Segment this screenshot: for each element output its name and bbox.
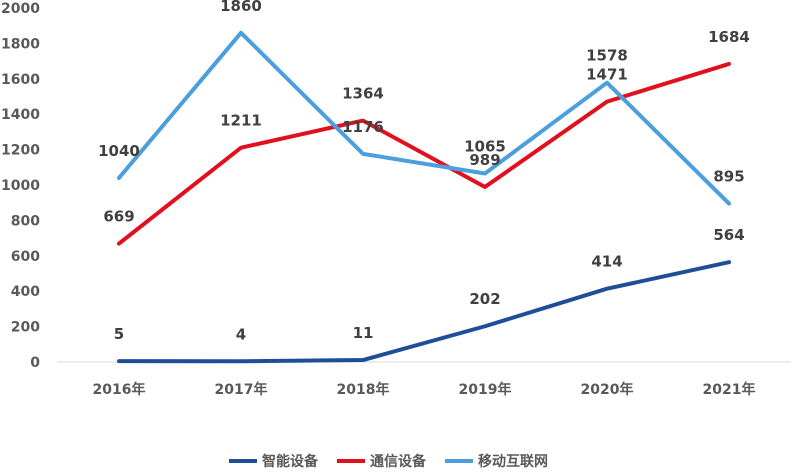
y-tick-label: 1800 <box>1 36 40 52</box>
data-label: 202 <box>469 290 500 308</box>
y-tick-label: 1400 <box>1 107 40 123</box>
data-label: 564 <box>713 226 744 244</box>
data-label: 1684 <box>708 28 750 46</box>
x-tick-label: 2019年 <box>459 381 512 398</box>
data-label: 414 <box>591 253 622 271</box>
x-tick-label: 2018年 <box>337 381 390 398</box>
y-tick-label: 2000 <box>1 1 40 17</box>
legend-label: 智能设备 <box>261 453 319 470</box>
x-axis: 2016年 2017年 2018年 2019年 2020年 2021年 <box>58 361 790 398</box>
y-tick-label: 1000 <box>1 178 40 194</box>
x-tick-label: 2020年 <box>581 381 634 398</box>
data-label: 5 <box>114 325 124 343</box>
x-tick-label: 2017年 <box>215 381 268 398</box>
y-axis: 0 200 400 600 800 1000 1200 1400 1600 1800 2000 <box>1 1 40 371</box>
series-line-0 <box>117 260 731 364</box>
data-label: 895 <box>713 168 744 186</box>
y-tick-label: 600 <box>11 249 40 265</box>
y-tick-label: 400 <box>11 284 40 300</box>
x-tick-label: 2016年 <box>93 381 146 398</box>
legend-label: 通信设备 <box>370 453 427 470</box>
data-label: 1471 <box>586 66 628 84</box>
data-label: 1176 <box>342 118 384 136</box>
data-label: 1211 <box>220 112 262 130</box>
data-label: 1065 <box>464 137 506 155</box>
series-line-1 <box>117 61 731 246</box>
data-label: 1578 <box>586 47 628 65</box>
data-label: 11 <box>353 324 374 342</box>
series-lines <box>117 30 731 364</box>
legend-label: 移动互联网 <box>478 453 548 470</box>
data-label: 1860 <box>220 0 262 15</box>
data-label: 4 <box>236 325 246 343</box>
data-label: 1364 <box>342 85 384 103</box>
y-tick-label: 0 <box>30 355 40 371</box>
data-label: 989 <box>469 151 500 169</box>
series-line-2 <box>117 30 731 206</box>
data-label: 669 <box>103 208 134 226</box>
data-label: 1040 <box>98 142 140 160</box>
x-tick-label: 2021年 <box>703 381 756 398</box>
y-tick-label: 800 <box>11 213 40 229</box>
y-tick-label: 1600 <box>1 72 40 88</box>
y-tick-label: 200 <box>11 320 40 336</box>
data-labels: 5 4 11 202 414 564 669 1211 1364 989 1471 1684 1040 1… <box>98 0 750 343</box>
y-tick-label: 1200 <box>1 143 40 159</box>
legend: 智能设备 通信设备 移动互联网 <box>229 453 548 470</box>
